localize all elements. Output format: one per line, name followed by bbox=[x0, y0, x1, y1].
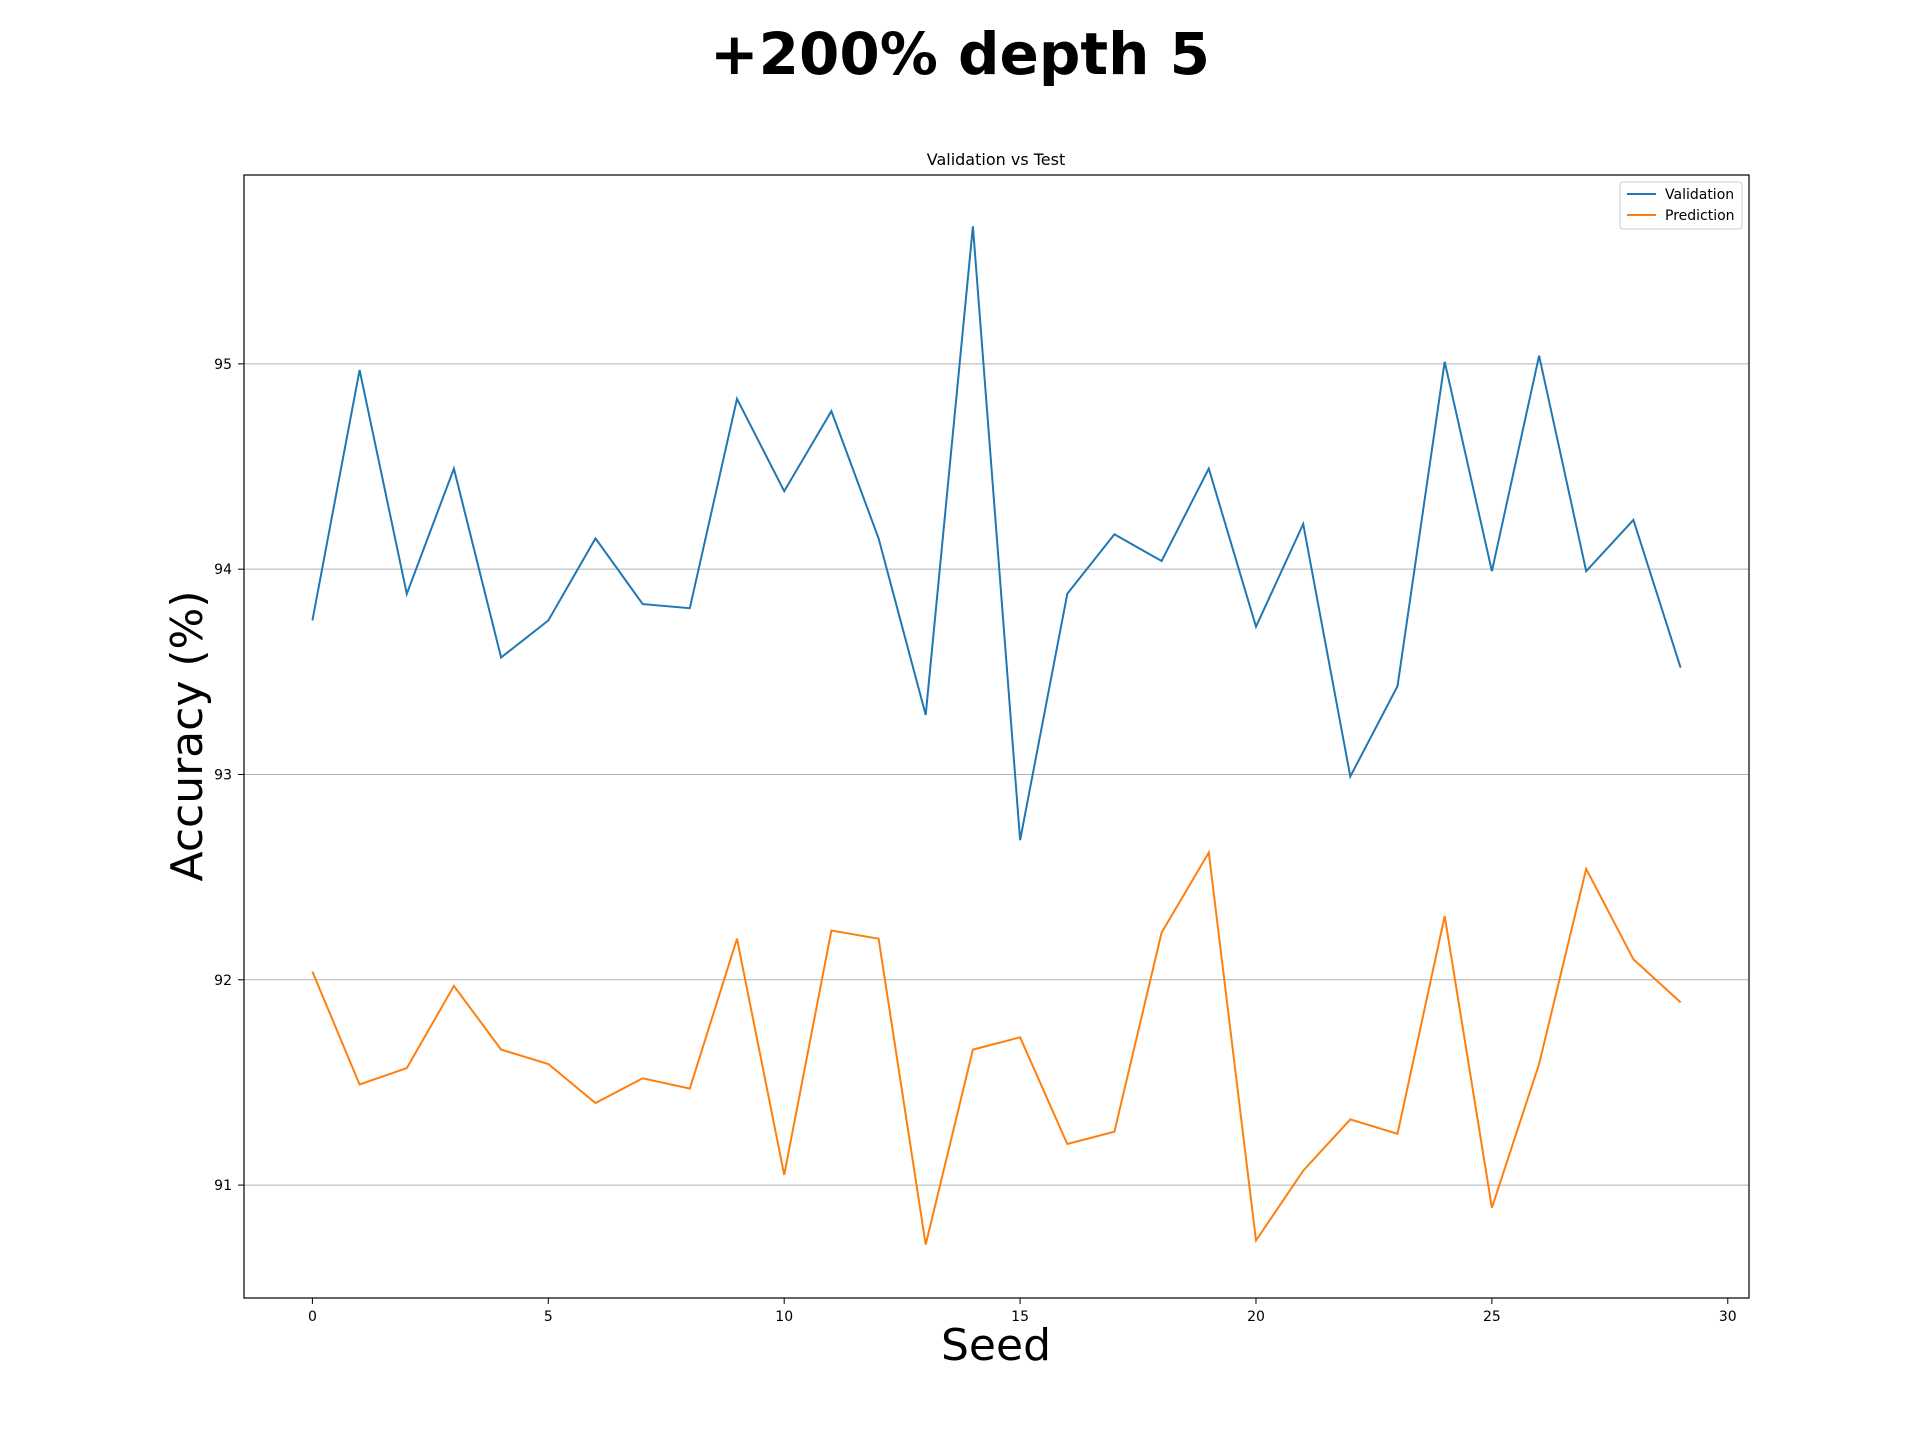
x-axis-title: Seed bbox=[941, 1320, 1051, 1371]
x-tick-label-20: 20 bbox=[1247, 1309, 1265, 1325]
grid-lines bbox=[244, 363, 1749, 1186]
x-tick-label-15: 15 bbox=[1011, 1309, 1029, 1325]
x-tick-label-10: 10 bbox=[775, 1309, 793, 1325]
plot-frame bbox=[243, 174, 1750, 1299]
chart-subtitle: Validation vs Test bbox=[927, 150, 1066, 169]
x-tick-label-25: 25 bbox=[1483, 1309, 1501, 1325]
series-lines bbox=[311, 226, 1682, 1245]
y-tick-label-95: 95 bbox=[214, 357, 232, 373]
y-tick-label-92: 92 bbox=[214, 973, 232, 989]
x-tick-label-0: 0 bbox=[308, 1309, 317, 1325]
legend-label-validation: Validation bbox=[1665, 187, 1734, 203]
series-line-prediction bbox=[311, 849, 1682, 1245]
y-axis-title: Accuracy (%) bbox=[162, 590, 213, 881]
figure-title: +200% depth 5 bbox=[710, 20, 1210, 88]
x-tick-label-30: 30 bbox=[1719, 1309, 1737, 1325]
y-tick-label-94: 94 bbox=[214, 562, 232, 578]
axis-ticks: 91 92 93 94 95 0 5 10 15 20 25 30 bbox=[214, 357, 1737, 1325]
legend: Validation Prediction bbox=[1619, 181, 1743, 230]
legend-label-prediction: Prediction bbox=[1665, 208, 1735, 224]
y-tick-label-93: 93 bbox=[214, 767, 232, 783]
x-tick-label-5: 5 bbox=[544, 1309, 553, 1325]
y-tick-label-91: 91 bbox=[214, 1178, 232, 1194]
series-line-validation bbox=[311, 226, 1682, 841]
